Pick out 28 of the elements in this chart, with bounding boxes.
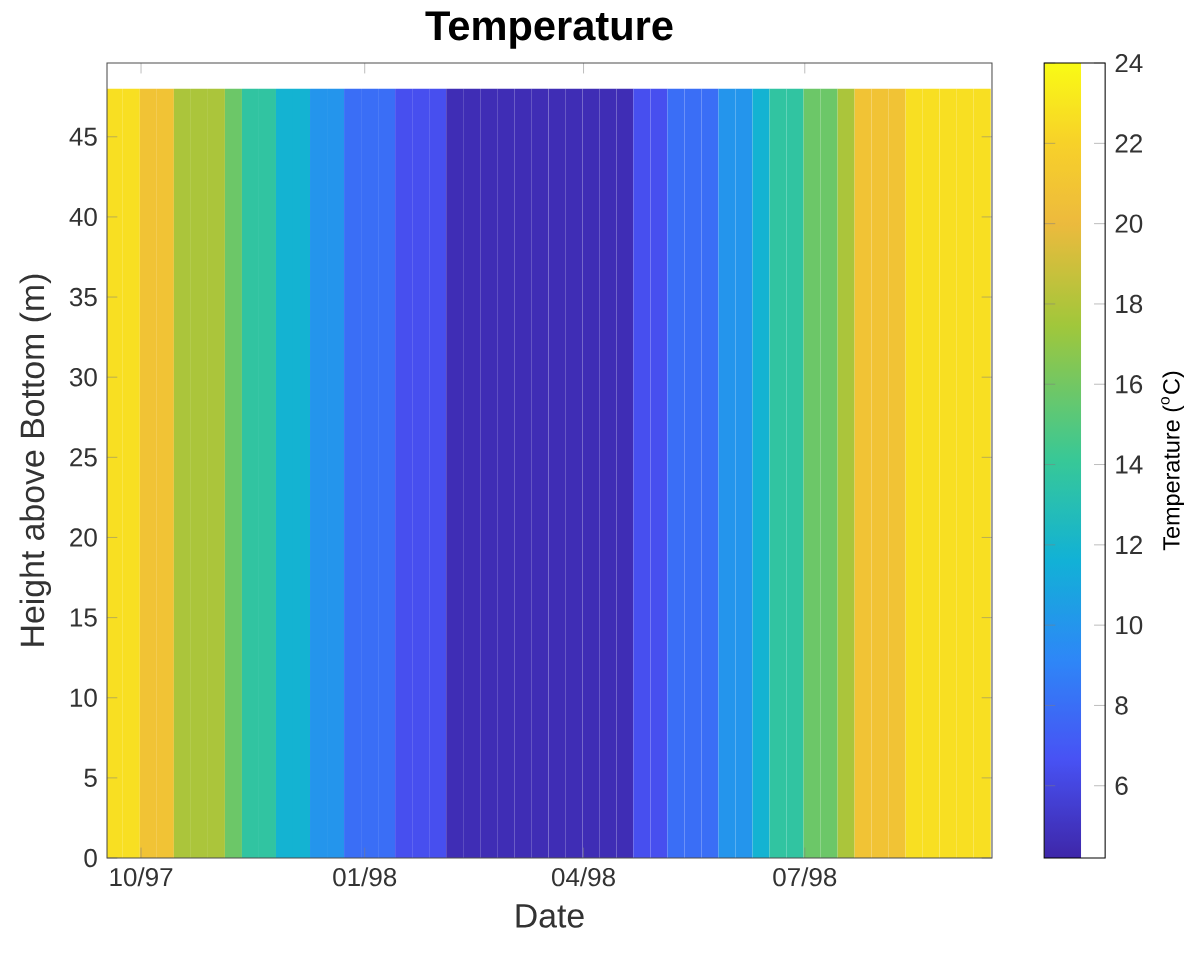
color-bar-label: 12: [1116, 535, 1142, 554]
y-tick-label: 35: [69, 287, 97, 307]
y-tick-label: 10: [70, 688, 97, 707]
y-tick-label: 15: [70, 608, 97, 627]
x-axis-title: Date: [516, 904, 584, 928]
y-tick-label: 20: [70, 528, 97, 547]
color-bar-label: 18: [1116, 294, 1143, 314]
chart-title: Temperature: [425, 11, 673, 49]
color-bar-label: 20: [1115, 214, 1143, 233]
y-axis-title: Height above Bottom (m): [19, 274, 52, 646]
y-tick-label: 30: [69, 367, 97, 387]
x-tick-label: 01/98: [333, 867, 397, 887]
x-tick-label: 10/97: [110, 867, 173, 887]
color-bar-label: 8: [1115, 696, 1128, 715]
x-tick-label: 07/98: [773, 867, 837, 887]
color-bar-title: Temperature ($^{o}$C): [1161, 371, 1184, 551]
y-tick-label: 40: [69, 207, 97, 227]
y-tick-label: 5: [84, 768, 97, 787]
color-bar-label: 6: [1115, 776, 1128, 795]
y-tick-label: 45: [69, 127, 97, 146]
color-bar-label: 22: [1115, 134, 1142, 153]
x-tick-label: 04/98: [552, 867, 615, 887]
y-tick-label: 25: [70, 448, 97, 467]
color-bar-label: 10: [1116, 615, 1143, 635]
y-tick-label: 0: [84, 848, 97, 868]
color-bar-label: 16: [1116, 375, 1143, 394]
color-bar-label: 24: [1115, 53, 1143, 73]
color-bar-label: 14: [1116, 455, 1143, 474]
